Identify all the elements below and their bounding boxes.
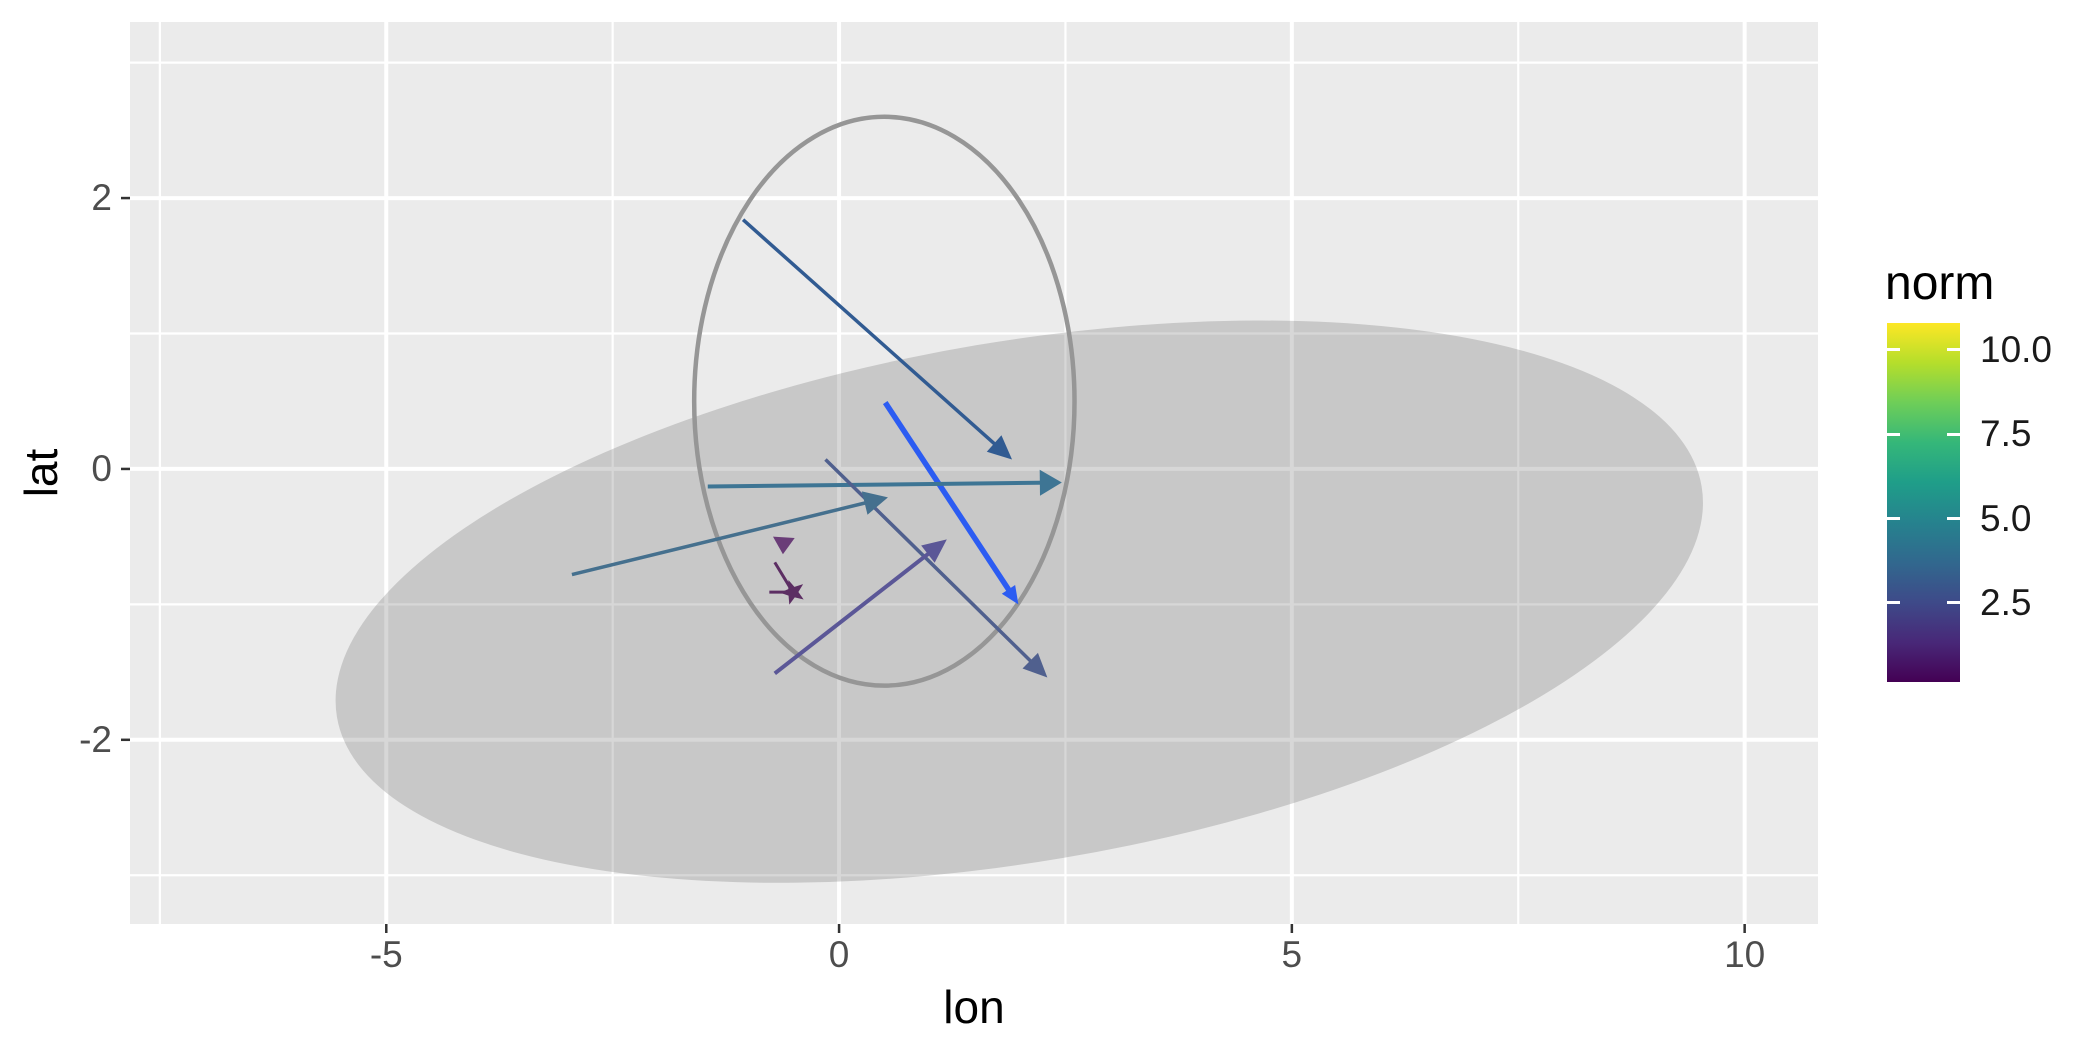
x-tick-label: 5: [1281, 934, 1303, 975]
colorbar-tick-mark: [1947, 432, 1960, 436]
vector-arrow-head-2: [1039, 469, 1062, 496]
y-tick-label: 2: [91, 177, 112, 219]
vector-arrow-head-3: [1022, 652, 1048, 678]
x-tick-label: 10: [1724, 934, 1766, 975]
x-tick-label: 0: [828, 934, 850, 975]
colorbar-tick-label: 7.5: [1980, 413, 2032, 455]
colorbar-tick-label: 5.0: [1980, 497, 2032, 539]
vector-arrow-head-0: [986, 435, 1013, 460]
y-axis-title: lat: [15, 448, 67, 498]
colorbar-tick-mark: [1947, 601, 1960, 605]
y-tick-label: 0: [91, 447, 112, 489]
y-tick-label: -2: [79, 718, 112, 760]
vector-arrow-head-1: [1001, 584, 1019, 605]
colorbar-tick-mark: [1947, 348, 1960, 352]
vector-arrow-shaft-4: [571, 498, 876, 577]
colorbar-tick-label: 2.5: [1980, 581, 2032, 623]
confidence-circle-outline: [691, 114, 1077, 688]
colorbar-tick-mark: [1887, 348, 1900, 352]
plot-panel: [130, 22, 1818, 924]
vector-arrow-shaft-2: [707, 480, 1050, 489]
star-marker: [779, 579, 804, 605]
vector-arrow-shaft-0: [741, 218, 1004, 452]
colorbar-tick-mark: [1947, 517, 1960, 520]
vector-arrow-head-4: [861, 491, 888, 515]
colorbar-tick-mark: [1887, 517, 1900, 520]
vector-arrow-head-5: [921, 539, 947, 563]
x-axis-title: lon: [943, 981, 1005, 1033]
vector-arrow-shaft-1: [882, 401, 1016, 598]
colorbar-tick-label: 10.0: [1980, 328, 2053, 370]
x-tick-label: -5: [369, 934, 403, 975]
colorbar-tick-mark: [1887, 432, 1900, 436]
colorbar-gradient: [1887, 323, 1960, 682]
vector-arrow-shaft-5: [773, 545, 938, 676]
legend-title: norm: [1885, 257, 1995, 310]
triangle-marker: [772, 536, 795, 555]
colorbar-tick-mark: [1887, 601, 1900, 605]
vector-arrow-shaft-3: [824, 458, 1040, 670]
